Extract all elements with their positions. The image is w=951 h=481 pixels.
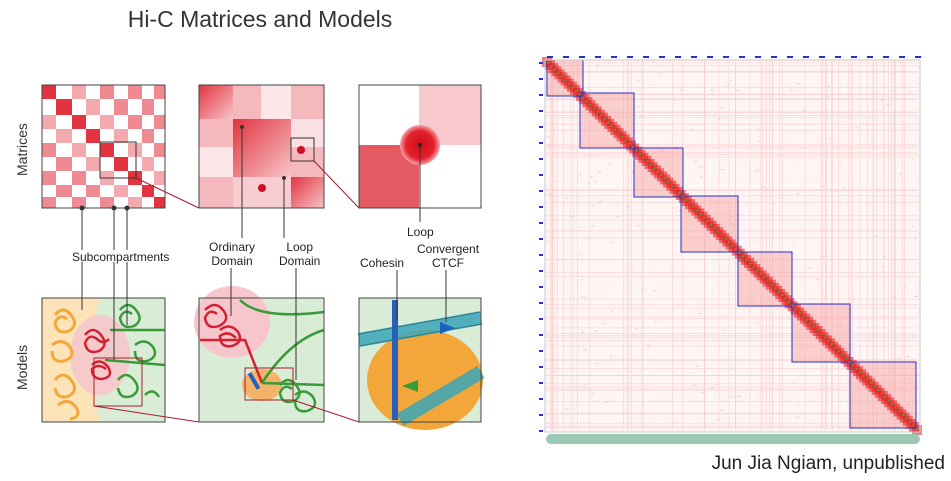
model-subcompartments	[41, 297, 166, 423]
cohesin-ring-icon	[247, 372, 261, 390]
zoom-line-1a	[135, 177, 200, 209]
label-loop-domain: Loop Domain	[279, 240, 321, 268]
label-cohesin: Cohesin	[360, 256, 405, 270]
zoom-box-2	[290, 137, 315, 162]
chromosome-track	[546, 434, 920, 444]
zoom-box-1	[99, 141, 137, 179]
zoom-box-3	[93, 357, 143, 407]
matrix-domains	[198, 84, 325, 209]
label-subcompartments: Subcompartments	[72, 250, 170, 264]
credit-text: Jun Jia Ngiam, unpublished	[711, 453, 945, 474]
zoom-box-4	[244, 367, 294, 401]
ctcf-arrow-icon	[440, 322, 455, 334]
label-convergent-ctcf: Convergent CTCF	[417, 242, 480, 270]
page-title: Hi-C Matrices and Models	[127, 6, 393, 32]
label-ordinary-domain: Ordinary Domain	[209, 240, 256, 268]
model-domains	[194, 286, 325, 423]
matrix-subcompartments	[41, 84, 166, 209]
label-loop: Loop	[407, 225, 434, 239]
hic-heatmap	[539, 56, 922, 444]
model-loop	[357, 297, 485, 430]
loop-dot-icon	[297, 146, 305, 154]
